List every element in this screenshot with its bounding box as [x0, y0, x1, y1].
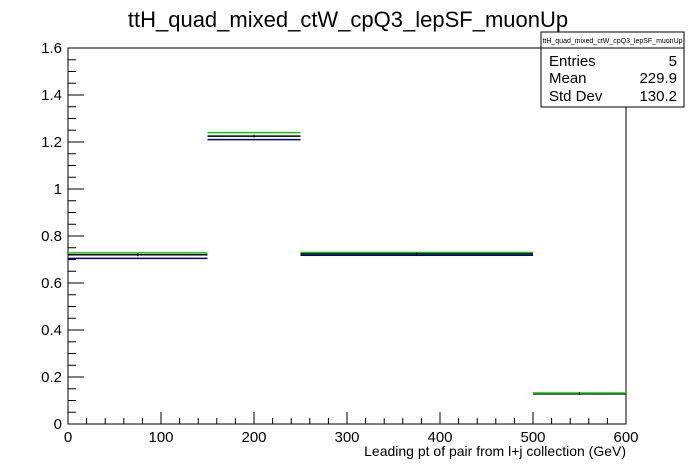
x-tick-label: 500 [520, 429, 545, 446]
y-tick-label: 1 [54, 181, 62, 198]
stats-entries-value: 5 [669, 53, 677, 70]
x-tick-label: 600 [613, 429, 638, 446]
stats-box-title: ttH_quad_mixed_ctW_cpQ3_lepSF_muonUp [542, 38, 682, 45]
y-tick-label: 0.2 [41, 369, 62, 386]
histogram-bins [68, 131, 626, 395]
x-tick-label: 400 [427, 429, 452, 446]
y-tick-label: 0 [54, 416, 62, 433]
x-tick-label: 100 [148, 429, 173, 446]
stats-box: ttH_quad_mixed_ctW_cpQ3_lepSF_muonUp Ent… [540, 31, 685, 108]
chart-title: ttH_quad_mixed_ctW_cpQ3_lepSF_muonUp [128, 7, 568, 32]
stats-mean-value: 229.9 [639, 70, 677, 87]
x-tick-label: 300 [334, 429, 359, 446]
y-tick-label: 1.6 [41, 40, 62, 57]
y-tick-label: 0.4 [41, 322, 62, 339]
y-tick-label: 1.4 [41, 87, 62, 104]
stats-stddev-label: Std Dev [549, 88, 603, 105]
stats-stddev-value: 130.2 [639, 88, 677, 105]
y-tick-label: 0.6 [41, 275, 62, 292]
stats-box-frame [540, 31, 685, 108]
x-axis: 0 100 200 300 400 500 600 [64, 412, 639, 446]
x-axis-title: Leading pt of pair from l+j collection (… [364, 443, 626, 459]
y-tick-label: 0.8 [41, 228, 62, 245]
y-tick-label: 1.2 [41, 134, 62, 151]
y-axis: 0 0.2 0.4 0.6 0.8 1 1.2 1.4 1.6 [41, 40, 84, 433]
x-tick-label: 200 [241, 429, 266, 446]
stats-entries-label: Entries [549, 53, 596, 70]
x-tick-label: 0 [64, 429, 72, 446]
stats-mean-label: Mean [549, 70, 587, 87]
